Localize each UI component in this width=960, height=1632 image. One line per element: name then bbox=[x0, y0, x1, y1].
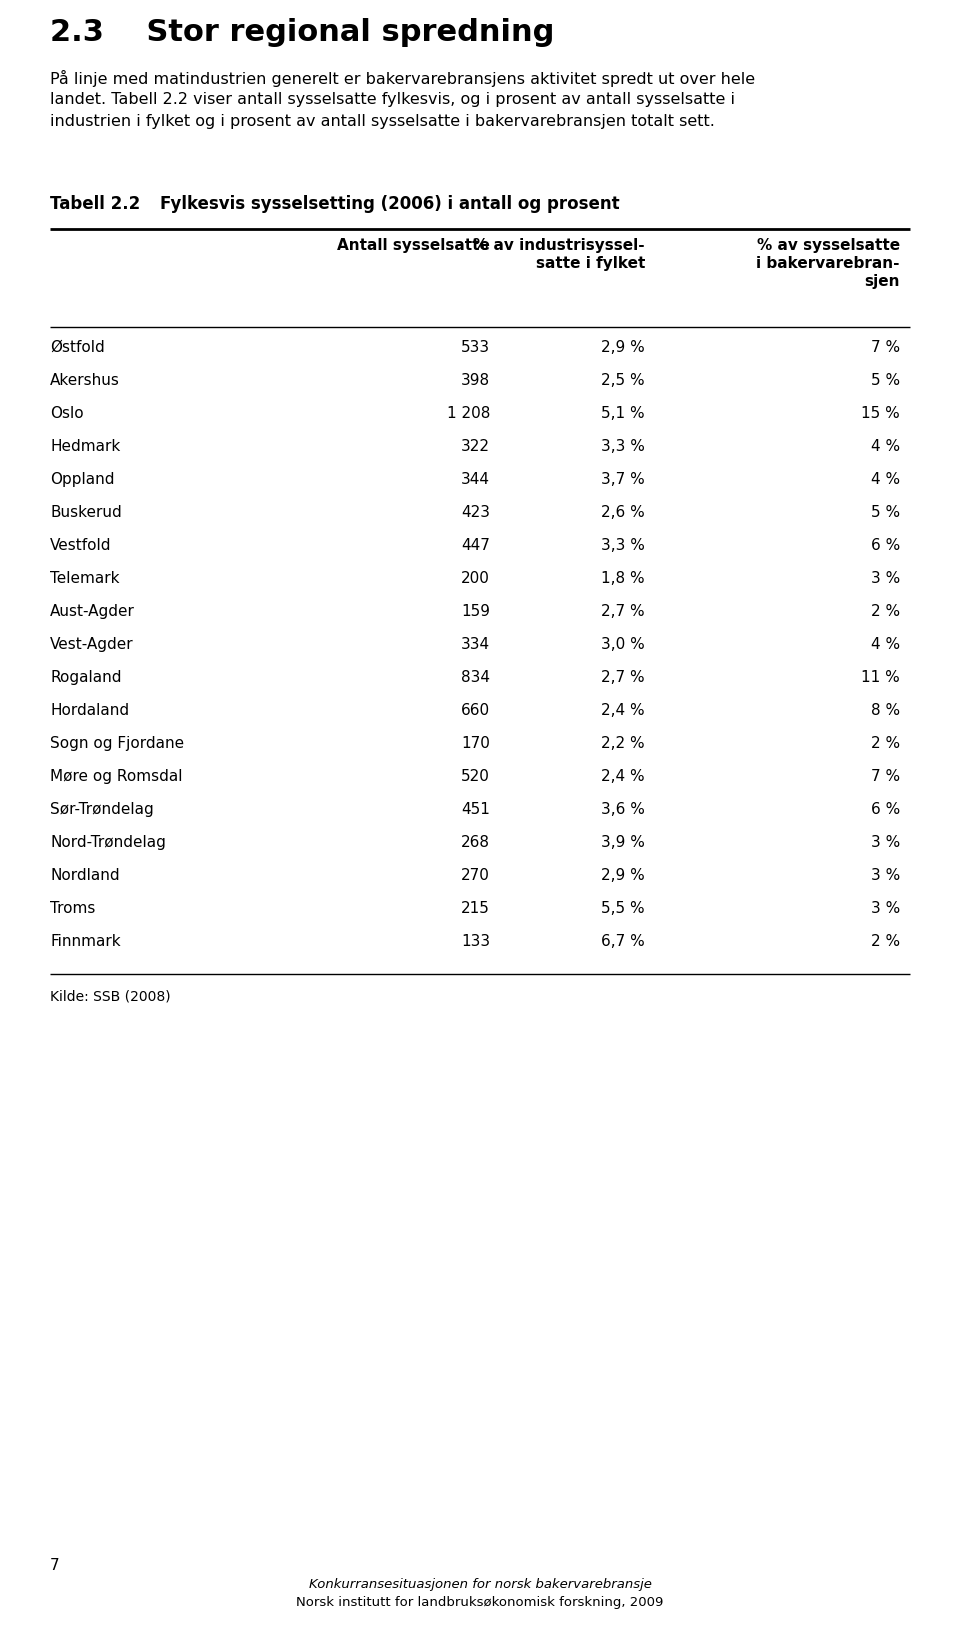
Text: 2,2 %: 2,2 % bbox=[601, 736, 645, 751]
Text: Sogn og Fjordane: Sogn og Fjordane bbox=[50, 736, 184, 751]
Text: 170: 170 bbox=[461, 736, 490, 751]
Text: 423: 423 bbox=[461, 504, 490, 519]
Text: Vestfold: Vestfold bbox=[50, 537, 111, 553]
Text: Vest-Agder: Vest-Agder bbox=[50, 636, 133, 651]
Text: satte i fylket: satte i fylket bbox=[536, 256, 645, 271]
Text: Rogaland: Rogaland bbox=[50, 669, 122, 684]
Text: 660: 660 bbox=[461, 702, 490, 718]
Text: Telemark: Telemark bbox=[50, 571, 119, 586]
Text: Finnmark: Finnmark bbox=[50, 934, 121, 948]
Text: Aust-Agder: Aust-Agder bbox=[50, 604, 134, 619]
Text: 3,9 %: 3,9 % bbox=[601, 834, 645, 850]
Text: % av industrisyssel-: % av industrisyssel- bbox=[473, 238, 645, 253]
Text: 133: 133 bbox=[461, 934, 490, 948]
Text: 398: 398 bbox=[461, 372, 490, 388]
Text: 7: 7 bbox=[50, 1557, 60, 1572]
Text: 3,7 %: 3,7 % bbox=[601, 472, 645, 486]
Text: 451: 451 bbox=[461, 801, 490, 816]
Text: sjen: sjen bbox=[865, 274, 900, 289]
Text: Oslo: Oslo bbox=[50, 406, 84, 421]
Text: 2,6 %: 2,6 % bbox=[601, 504, 645, 519]
Text: Buskerud: Buskerud bbox=[50, 504, 122, 519]
Text: 11 %: 11 % bbox=[861, 669, 900, 684]
Text: 268: 268 bbox=[461, 834, 490, 850]
Text: 2 %: 2 % bbox=[871, 604, 900, 619]
Text: 4 %: 4 % bbox=[871, 472, 900, 486]
Text: Nord-Trøndelag: Nord-Trøndelag bbox=[50, 834, 166, 850]
Text: 3 %: 3 % bbox=[871, 834, 900, 850]
Text: % av sysselsatte: % av sysselsatte bbox=[756, 238, 900, 253]
Text: 3,0 %: 3,0 % bbox=[601, 636, 645, 651]
Text: 6,7 %: 6,7 % bbox=[601, 934, 645, 948]
Text: 2 %: 2 % bbox=[871, 934, 900, 948]
Text: 834: 834 bbox=[461, 669, 490, 684]
Text: 2,5 %: 2,5 % bbox=[601, 372, 645, 388]
Text: 2 %: 2 % bbox=[871, 736, 900, 751]
Text: Hordaland: Hordaland bbox=[50, 702, 130, 718]
Text: industrien i fylket og i prosent av antall sysselsatte i bakervarebransjen total: industrien i fylket og i prosent av anta… bbox=[50, 114, 715, 129]
Text: 2,7 %: 2,7 % bbox=[601, 669, 645, 684]
Text: 5,5 %: 5,5 % bbox=[601, 901, 645, 916]
Text: 215: 215 bbox=[461, 901, 490, 916]
Text: 1 208: 1 208 bbox=[446, 406, 490, 421]
Text: Fylkesvis sysselsetting (2006) i antall og prosent: Fylkesvis sysselsetting (2006) i antall … bbox=[160, 194, 619, 212]
Text: 15 %: 15 % bbox=[861, 406, 900, 421]
Text: 8 %: 8 % bbox=[871, 702, 900, 718]
Text: Hedmark: Hedmark bbox=[50, 439, 120, 454]
Text: 3,3 %: 3,3 % bbox=[601, 537, 645, 553]
Text: Troms: Troms bbox=[50, 901, 95, 916]
Text: 6 %: 6 % bbox=[871, 801, 900, 816]
Text: 200: 200 bbox=[461, 571, 490, 586]
Text: 520: 520 bbox=[461, 769, 490, 783]
Text: Norsk institutt for landbruksøkonomisk forskning, 2009: Norsk institutt for landbruksøkonomisk f… bbox=[297, 1594, 663, 1608]
Text: 3 %: 3 % bbox=[871, 901, 900, 916]
Text: Østfold: Østfold bbox=[50, 339, 105, 354]
Text: 1,8 %: 1,8 % bbox=[601, 571, 645, 586]
Text: Akershus: Akershus bbox=[50, 372, 120, 388]
Text: Nordland: Nordland bbox=[50, 868, 120, 883]
Text: 159: 159 bbox=[461, 604, 490, 619]
Text: 447: 447 bbox=[461, 537, 490, 553]
Text: 5 %: 5 % bbox=[871, 372, 900, 388]
Text: Møre og Romsdal: Møre og Romsdal bbox=[50, 769, 182, 783]
Text: i bakervarebran-: i bakervarebran- bbox=[756, 256, 900, 271]
Text: 322: 322 bbox=[461, 439, 490, 454]
Text: Antall sysselsatte: Antall sysselsatte bbox=[337, 238, 490, 253]
Text: 5 %: 5 % bbox=[871, 504, 900, 519]
Text: 3,6 %: 3,6 % bbox=[601, 801, 645, 816]
Text: Sør-Trøndelag: Sør-Trøndelag bbox=[50, 801, 154, 816]
Text: 2.3    Stor regional spredning: 2.3 Stor regional spredning bbox=[50, 18, 554, 47]
Text: 3 %: 3 % bbox=[871, 571, 900, 586]
Text: Tabell 2.2: Tabell 2.2 bbox=[50, 194, 140, 212]
Text: 7 %: 7 % bbox=[871, 339, 900, 354]
Text: Kilde: SSB (2008): Kilde: SSB (2008) bbox=[50, 989, 171, 1004]
Text: Konkurransesituasjonen for norsk bakervarebransje: Konkurransesituasjonen for norsk bakerva… bbox=[308, 1577, 652, 1590]
Text: 2,4 %: 2,4 % bbox=[601, 769, 645, 783]
Text: 344: 344 bbox=[461, 472, 490, 486]
Text: 334: 334 bbox=[461, 636, 490, 651]
Text: 2,7 %: 2,7 % bbox=[601, 604, 645, 619]
Text: 3 %: 3 % bbox=[871, 868, 900, 883]
Text: 5,1 %: 5,1 % bbox=[601, 406, 645, 421]
Text: landet. Tabell 2.2 viser antall sysselsatte fylkesvis, og i prosent av antall sy: landet. Tabell 2.2 viser antall sysselsa… bbox=[50, 91, 735, 108]
Text: 2,9 %: 2,9 % bbox=[601, 339, 645, 354]
Text: 533: 533 bbox=[461, 339, 490, 354]
Text: 270: 270 bbox=[461, 868, 490, 883]
Text: 4 %: 4 % bbox=[871, 439, 900, 454]
Text: På linje med matindustrien generelt er bakervarebransjens aktivitet spredt ut ov: På linje med matindustrien generelt er b… bbox=[50, 70, 756, 86]
Text: 2,4 %: 2,4 % bbox=[601, 702, 645, 718]
Text: 7 %: 7 % bbox=[871, 769, 900, 783]
Text: 3,3 %: 3,3 % bbox=[601, 439, 645, 454]
Text: 6 %: 6 % bbox=[871, 537, 900, 553]
Text: Oppland: Oppland bbox=[50, 472, 114, 486]
Text: 4 %: 4 % bbox=[871, 636, 900, 651]
Text: 2,9 %: 2,9 % bbox=[601, 868, 645, 883]
